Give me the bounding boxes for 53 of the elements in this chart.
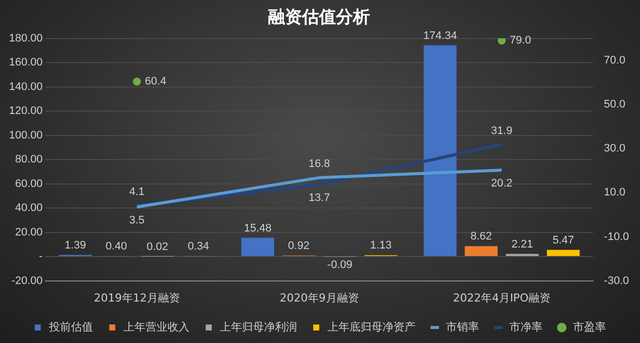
legend-label: 上年归母净利润 (220, 320, 297, 334)
bar (546, 250, 580, 256)
legend-label: 上年营业收入 (123, 320, 190, 334)
data-label: 8.62 (470, 230, 492, 243)
x-tick-label: 2020年9月融资 (280, 291, 359, 304)
y2-tick-label: 30.0 (604, 142, 626, 155)
bar (464, 246, 498, 256)
y-tick-label: -20.00 (11, 274, 43, 287)
y2-tick-label: 50.0 (604, 98, 626, 111)
legend-label: 市销率 (446, 320, 479, 334)
data-label: 3.5 (129, 214, 145, 227)
y-tick-label: 20.00 (15, 226, 43, 238)
data-label: 16.8 (308, 158, 330, 170)
data-label: 13.7 (308, 192, 330, 204)
legend-label: 投前估值 (48, 320, 93, 334)
data-label: 60.4 (144, 76, 166, 88)
data-label: 0.34 (188, 240, 210, 253)
bar (506, 254, 539, 256)
y2-tick-label: 10.0 (604, 186, 626, 199)
data-label: 4.1 (129, 186, 145, 198)
y-tick-label: 100.00 (8, 129, 43, 142)
y-tick-label: 140.00 (8, 80, 43, 93)
y2-tick-label: -10.0 (604, 230, 630, 243)
data-label: 0.92 (288, 240, 310, 252)
x-tick-label: 2019年12月融资 (94, 291, 180, 304)
data-label: 174.34 (423, 30, 457, 42)
y-tick-label: 80.00 (15, 154, 43, 166)
y-tick-label: 60.00 (15, 178, 43, 190)
data-label: 31.9 (491, 124, 512, 137)
y-tick-label: 180.00 (8, 32, 43, 44)
legend-label: 市净率 (509, 320, 542, 334)
data-label: 2.21 (512, 238, 533, 250)
data-label: 1.39 (64, 239, 86, 252)
chart-title: 融资估值分析 (268, 8, 370, 28)
y2-tick-label: 70.0 (604, 54, 626, 66)
data-label: 0.02 (146, 241, 168, 254)
data-label: 5.47 (552, 234, 574, 246)
y-tick-label: 40.00 (15, 202, 43, 214)
legend-label: 市盈率 (572, 320, 606, 334)
data-label: 1.13 (370, 240, 392, 252)
x-tick-label: 2022年4月IPO融资 (452, 291, 550, 304)
y2-tick-label: -30.0 (604, 274, 630, 287)
data-label: 0.40 (106, 240, 128, 253)
data-label: 79.0 (510, 34, 532, 47)
legend-label: 上年底归母净资产 (327, 320, 416, 334)
bar (241, 238, 274, 256)
data-label: 15.48 (244, 222, 272, 234)
y-tick-label: 120.00 (8, 105, 43, 118)
y-tick-label: 160.00 (8, 56, 43, 69)
data-label: -0.09 (327, 259, 352, 272)
y-tick-label: - (38, 250, 43, 263)
bar (424, 45, 457, 256)
data-label: 20.2 (491, 178, 512, 190)
